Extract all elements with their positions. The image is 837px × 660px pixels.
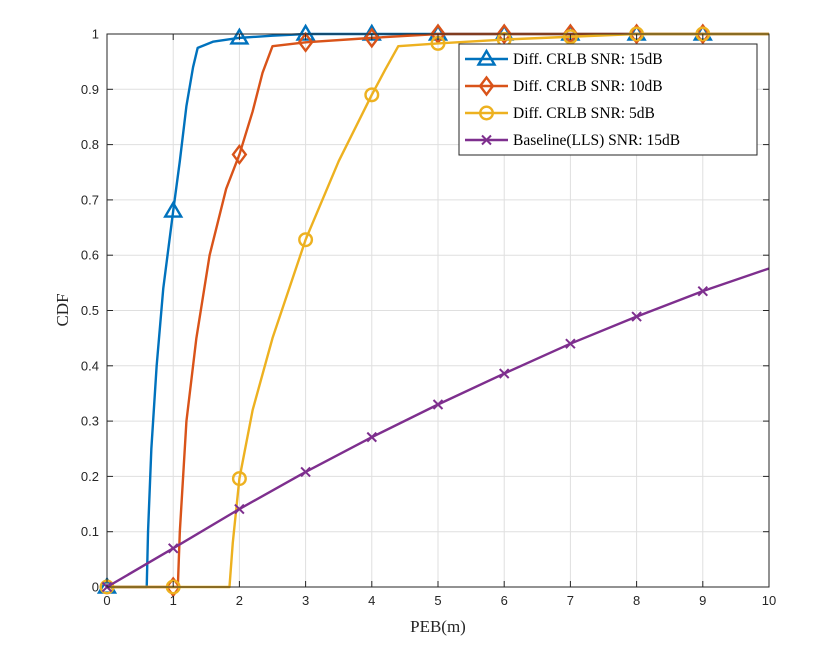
data-marker: [565, 338, 576, 349]
legend-box: [458, 43, 758, 156]
data-marker: [366, 431, 378, 443]
y-axis-title: CDF: [53, 293, 72, 326]
x-tick-label: 1: [170, 593, 177, 608]
data-marker: [298, 232, 314, 248]
series-2: [107, 23, 769, 598]
y-tick-label: 0.2: [81, 469, 99, 484]
x-tick-label: 5: [434, 593, 441, 608]
y-tick-label: 0.8: [81, 137, 99, 152]
legend-label: Diff. CRLB SNR: 15dB: [513, 51, 663, 68]
y-tick-label: 0.6: [81, 248, 99, 263]
x-tick-label: 8: [633, 593, 640, 608]
data-marker: [631, 311, 642, 322]
y-tick-label: 1: [92, 27, 99, 42]
series-line: [107, 32, 769, 589]
series-line: [107, 32, 769, 589]
x-tick-label: 7: [567, 593, 574, 608]
legend-label: Diff. CRLB SNR: 10dB: [513, 78, 663, 95]
data-marker: [432, 399, 444, 410]
legend-entry: Baseline(LLS) SNR: 15dB: [465, 132, 680, 149]
y-tick-label: 0.7: [81, 192, 99, 207]
data-marker: [496, 23, 513, 45]
series-layer: [96, 23, 770, 598]
y-tick-label: 0.1: [81, 524, 99, 539]
data-marker: [234, 503, 245, 515]
y-tick-labels: 0 0.1 0.2 0.3 0.4 0.5 0.6 0.7 0.8 0.9 1: [81, 27, 99, 595]
data-marker: [364, 87, 380, 103]
x-tick-label: 6: [501, 593, 508, 608]
tick-marks: [106, 33, 770, 588]
data-marker: [229, 27, 250, 45]
x-tick-label: 0: [103, 593, 110, 608]
legend-entry: Diff. CRLB SNR: 10dB: [465, 75, 663, 97]
legend: Diff. CRLB SNR: 15dB Diff. CRLB SNR: 10dB…: [458, 43, 758, 156]
data-marker: [297, 31, 314, 53]
data-marker: [697, 285, 709, 297]
y-tick-label: 0.9: [81, 82, 99, 97]
y-tick-label: 0: [92, 580, 99, 595]
legend-entries: Diff. CRLB SNR: 15dB Diff. CRLB SNR: 10dB…: [465, 48, 680, 149]
y-tick-label: 0.4: [81, 358, 99, 373]
legend-marker: [476, 48, 497, 66]
data-marker: [694, 23, 711, 45]
data-marker: [300, 466, 311, 478]
data-marker: [231, 471, 247, 487]
x-tick-label: 2: [236, 593, 243, 608]
legend-marker: [479, 105, 495, 121]
legend-label: Diff. CRLB SNR: 5dB: [513, 105, 655, 122]
data-marker: [628, 23, 645, 45]
legend-label: Baseline(LLS) SNR: 15dB: [513, 132, 680, 149]
y-tick-label: 0.3: [81, 414, 99, 429]
x-tick-label: 10: [762, 593, 776, 608]
x-tick-label: 3: [302, 593, 309, 608]
x-tick-labels: 0 1 2 3 4 5 6 7 8 9 10: [103, 593, 776, 608]
legend-entry: Diff. CRLB SNR: 15dB: [465, 48, 663, 68]
data-marker: [231, 144, 248, 166]
x-axis-title: PEB(m): [410, 617, 466, 636]
data-marker: [167, 543, 179, 554]
legend-marker: [481, 134, 492, 146]
data-marker: [498, 368, 510, 379]
data-marker: [363, 27, 380, 49]
series-4: [101, 267, 770, 593]
data-marker: [165, 576, 182, 598]
data-marker: [562, 29, 578, 45]
legend-marker: [478, 75, 495, 97]
y-tick-label: 0.5: [81, 303, 99, 318]
data-marker: [163, 200, 184, 218]
x-tick-label: 4: [368, 593, 375, 608]
legend-entry: Diff. CRLB SNR: 5dB: [465, 105, 655, 122]
x-tick-label: 9: [699, 593, 706, 608]
